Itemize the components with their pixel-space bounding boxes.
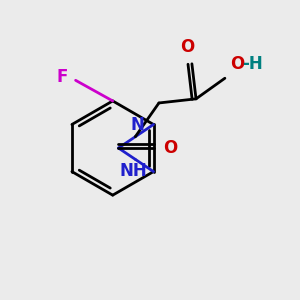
Text: F: F xyxy=(56,68,68,86)
Text: O: O xyxy=(180,38,194,56)
Text: NH: NH xyxy=(119,162,147,180)
Text: -H: -H xyxy=(242,55,263,73)
Text: O: O xyxy=(163,139,178,157)
Text: O: O xyxy=(230,55,244,73)
Text: N: N xyxy=(130,116,144,134)
